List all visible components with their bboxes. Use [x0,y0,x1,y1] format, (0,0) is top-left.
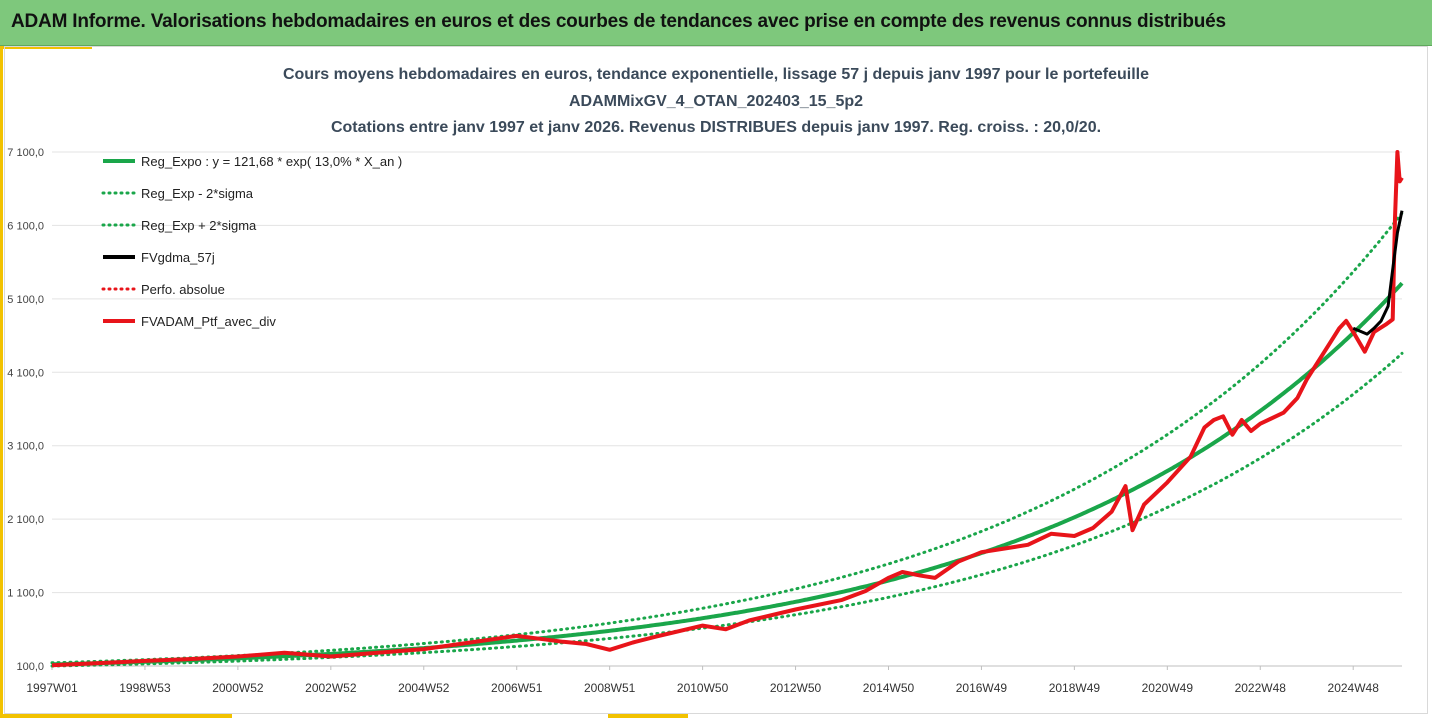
y-tick-label: 2 100,0 [7,514,44,526]
chart-subtitle-2: Cotations entre janv 1997 et janv 2026. … [330,119,1102,136]
x-tick-label: 2012W50 [770,681,822,695]
x-tick-label: 2008W51 [584,681,636,695]
series-fvadam-ptf-avec-div [51,150,1404,668]
legend-label: Reg_Exp + 2*sigma [141,218,257,233]
accent-bar-bottom [0,714,232,718]
x-tick-label: 2018W49 [1049,681,1101,695]
y-tick-label: 4 100,0 [7,367,44,379]
y-tick-label: 1 100,0 [7,588,44,600]
x-tick-label: 2014W50 [863,681,915,695]
header-bar: ADAM Informe. Valorisations hebdomadaire… [0,0,1432,46]
y-tick-label: 100,0 [16,661,44,673]
x-tick-label: 1997W01 [26,681,78,695]
legend-label: Reg_Expo : y = 121,68 * exp( 13,0% * X_a… [141,154,402,169]
x-tick-label: 2024W48 [1328,681,1380,695]
chart-subtitle: ADAMMixGV_4_OTAN_202403_15_5p2 [568,93,864,110]
header-title: ADAM Informe. Valorisations hebdomadaire… [11,11,1226,32]
y-tick-label: 6 100,0 [7,220,44,232]
x-tick-label: 2020W49 [1142,681,1194,695]
x-tick-label: 2006W51 [491,681,543,695]
x-tick-label: 2010W50 [677,681,729,695]
chart-frame [4,46,1428,714]
x-tick-label: 2004W52 [398,681,450,695]
series-reg-expo [51,281,1404,667]
legend-label: FVADAM_Ptf_avec_div [141,314,276,329]
accent-bar-top-left [0,46,92,49]
series-reg-exp-minus-2sigma [50,351,1404,668]
x-tick-label: 2022W48 [1235,681,1287,695]
chart-title: Cours moyens hebdomadaires en euros, ten… [282,66,1150,83]
series-fvgdma-57j [1352,210,1404,336]
x-tick-label: 1998W53 [119,681,171,695]
accent-bar-left [0,46,3,718]
x-tick-label: 2002W52 [305,681,357,695]
plot-area [50,150,1404,668]
gridlines [52,151,1402,667]
y-tick-label: 5 100,0 [7,294,44,306]
accent-bar-bottom-mid [608,714,688,718]
legend-label: Perfo. absolue [141,282,225,297]
x-tick-label: 2016W49 [956,681,1008,695]
x-tick-label: 2000W52 [212,681,264,695]
y-tick-label: 3 100,0 [7,441,44,453]
x-axis: 1997W01 1998W53 2000W52 2002W52 2004W52 2006W… [26,666,1379,695]
legend: Reg_Expo : y = 121,68 * exp( 13,0% * X_a… [101,154,402,329]
y-axis: 100,0 1 100,0 2 100,0 3 100,0 4 100,0 5 100,0… [7,147,44,673]
legend-label: Reg_Exp - 2*sigma [141,186,254,201]
y-tick-label: 7 100,0 [7,147,44,159]
series-reg-exp-plus-2sigma [50,211,1404,665]
legend-label: FVgdma_57j [141,250,215,265]
